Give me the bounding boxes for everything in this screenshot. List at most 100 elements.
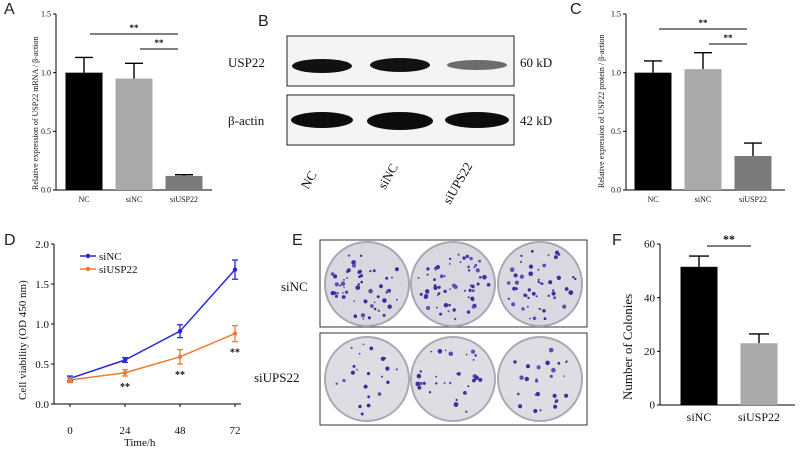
colony-dot [542, 309, 546, 313]
chart-d: Cell viability (OD 450 nm) Time/h 0.0 0.5… [17, 239, 241, 449]
chart-a-y-tick-label: 0.5 [41, 127, 51, 136]
chart-a-y-tick-label: 1.0 [41, 68, 51, 77]
colony-dot [427, 292, 429, 295]
colony-dot [443, 275, 446, 278]
colony-dot [372, 269, 376, 273]
colony-dot [347, 254, 351, 257]
colony-dot [353, 314, 358, 319]
colony-dot [469, 256, 473, 261]
culture-dish [497, 241, 583, 327]
colony-dot [339, 284, 342, 287]
chart-a-bar [65, 72, 103, 190]
colony-dot [479, 276, 482, 279]
colony-dot [470, 349, 476, 354]
chart-f: Number of Colonies 0 20 40 60 siNC siUSP22 ** [620, 232, 795, 424]
colony-dot [541, 282, 544, 285]
chart-d-data-point [177, 329, 183, 334]
chart-f-y-tick-label: 0 [650, 400, 656, 412]
colony-dot [330, 272, 335, 276]
colony-dot [453, 402, 459, 407]
colony-dot [526, 364, 530, 369]
colony-dot [362, 343, 365, 346]
colony-dot [435, 265, 440, 270]
colony-dot [350, 370, 355, 375]
colony-dot [465, 353, 468, 356]
colony-dot [366, 403, 371, 408]
colony-dot [377, 392, 382, 396]
colony-dot [463, 391, 467, 395]
colony-dot [370, 304, 374, 308]
colony-dot [520, 254, 523, 257]
colony-dot [547, 294, 550, 297]
colony-dot [363, 299, 368, 304]
chart-d-legend-marker [85, 253, 91, 259]
colony-dot [386, 289, 390, 293]
colony-dot [423, 295, 428, 299]
colony-dot [357, 270, 362, 274]
colony-dot [449, 288, 451, 291]
colony-dot [422, 381, 426, 385]
colony-dot [356, 368, 358, 371]
colony-dot [463, 289, 466, 292]
colony-dot [334, 282, 339, 287]
colony-dot [521, 307, 525, 311]
colony-dot [538, 281, 541, 284]
colony-dot [511, 302, 516, 307]
chart-a-bar [115, 78, 153, 190]
colony-dot [543, 317, 547, 320]
colony-dot [482, 274, 487, 280]
panel-letter-a: A [4, 1, 15, 18]
culture-dish [324, 241, 410, 327]
chart-d-x-tick-label: 24 [120, 425, 132, 437]
colony-dot [556, 275, 561, 280]
colony-dot [527, 296, 530, 300]
colony-dot [426, 306, 431, 310]
chart-d-series-line-1 [69, 332, 236, 381]
colony-dot [514, 280, 520, 285]
colony-dot [385, 276, 389, 280]
colony-dot [466, 310, 471, 314]
colony-dot [563, 375, 566, 377]
chart-f-y-axis-title: Number of Colonies [620, 294, 635, 400]
colony-dot [386, 380, 390, 384]
colony-dot [568, 290, 574, 295]
colony-dot [443, 382, 446, 384]
colony-dot [368, 288, 373, 294]
colony-dot [539, 409, 542, 412]
blot-band [447, 60, 507, 70]
colony-dot [436, 306, 438, 309]
colony-dot [416, 373, 422, 379]
chart-d-data-point [232, 267, 238, 272]
colony-dot [419, 370, 422, 373]
colony-dot [552, 393, 557, 398]
colony-dot [542, 263, 547, 268]
chart-d-data-point [232, 331, 238, 336]
chart-d-y-tick-label: 1.0 [35, 319, 49, 331]
colony-dot [330, 290, 335, 296]
chart-d-significance-label: ** [175, 370, 185, 381]
colony-dot [474, 375, 479, 381]
colony-dot [448, 351, 454, 357]
colony-dot [346, 277, 349, 279]
colony-dot [562, 304, 567, 309]
colony-dot [359, 254, 363, 257]
colony-dot [519, 260, 523, 263]
colony-dot [536, 365, 541, 370]
chart-f-bar [740, 343, 778, 405]
colony-dot [345, 270, 348, 273]
colony-dot [537, 278, 540, 281]
colony-dot [549, 374, 553, 378]
colony-dot [548, 347, 554, 353]
chart-d-legend-label: siNC [99, 251, 122, 263]
panel-letter-e: E [292, 232, 303, 249]
chart-c-bar [684, 69, 722, 190]
colony-dot [532, 316, 537, 321]
colony-dot [523, 293, 527, 297]
colony-dot [476, 282, 480, 286]
colony-dot [528, 271, 533, 277]
colony-dot [462, 256, 466, 260]
colony-dot [380, 356, 385, 361]
culture-dish [324, 336, 410, 422]
colony-dot [444, 349, 447, 352]
colony-dot [333, 274, 338, 279]
